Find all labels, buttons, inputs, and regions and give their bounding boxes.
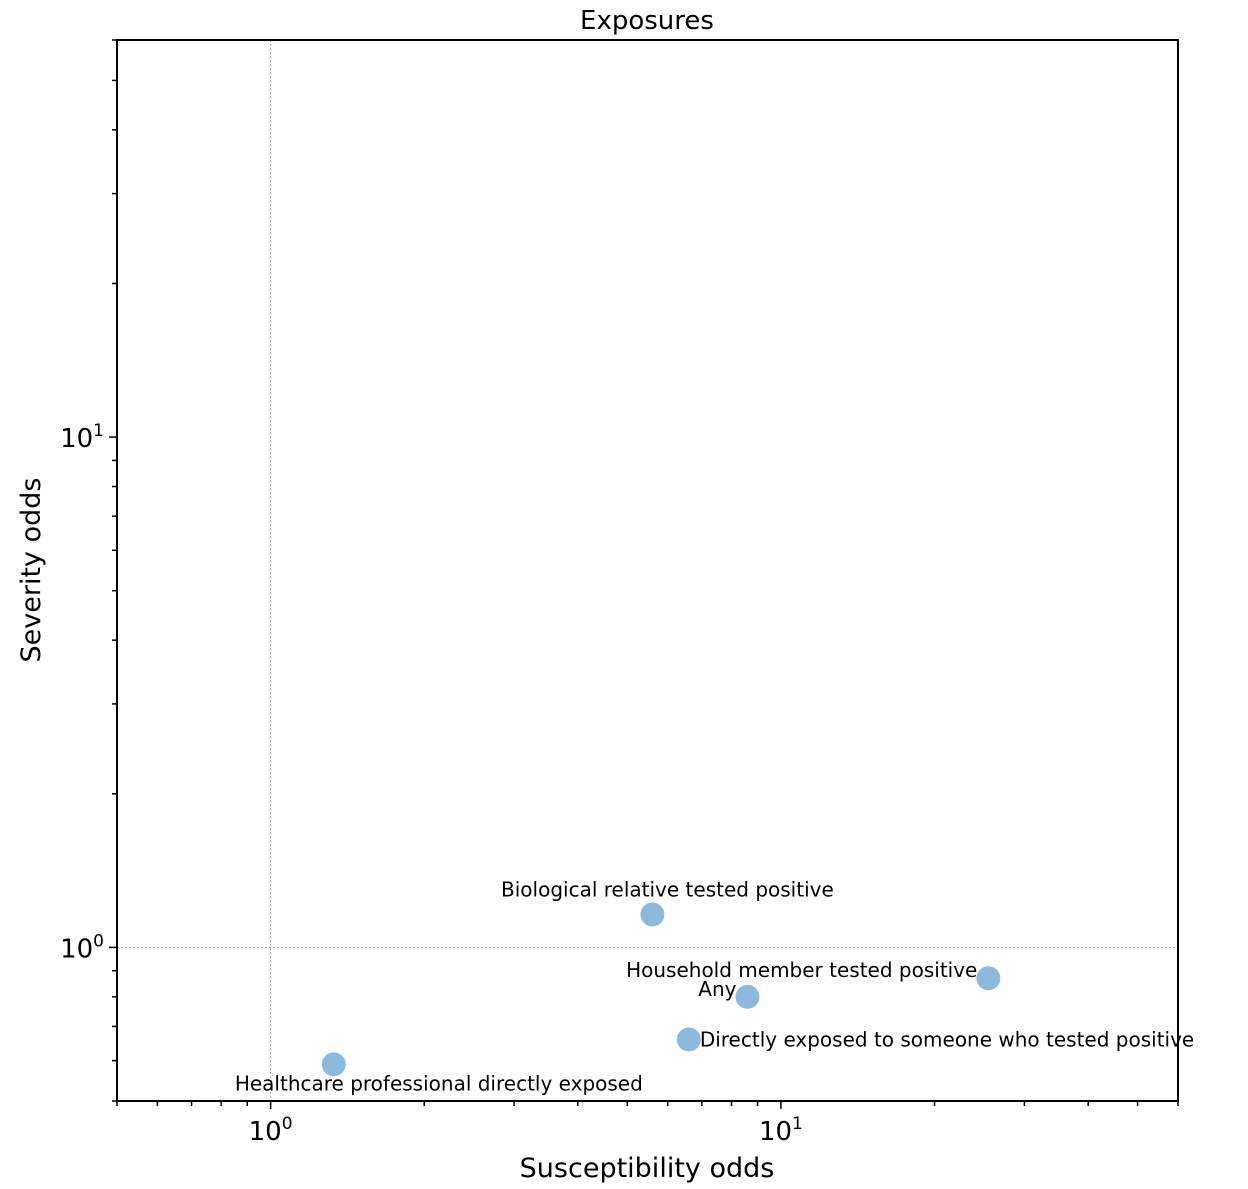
- data-point: [321, 1052, 346, 1077]
- data-point: [676, 1027, 701, 1052]
- point-label: Directly exposed to someone who tested p…: [700, 1027, 1194, 1051]
- y-axis-label: Severity odds: [16, 478, 47, 663]
- reference-lines: [117, 40, 1178, 1101]
- data-point: [976, 966, 1001, 991]
- ticks-layer: 100 101 100 101: [60, 39, 1179, 1147]
- plot-frame: [116, 39, 1179, 1102]
- data-point: [640, 902, 665, 927]
- points-layer: Biological relative tested positive House…: [235, 877, 1194, 1095]
- x-axis-label: Susceptibility odds: [520, 1153, 775, 1184]
- point-label: Biological relative tested positive: [501, 877, 834, 901]
- data-point: [735, 984, 760, 1009]
- point-label: Healthcare professional directly exposed: [235, 1071, 643, 1095]
- x-tick-label: 100: [249, 1114, 293, 1147]
- x-tick-label: 101: [759, 1114, 803, 1147]
- point-label: Household member tested positive: [626, 958, 977, 982]
- chart-title: Exposures: [580, 6, 714, 36]
- y-tick-label: 101: [60, 421, 104, 454]
- y-tick-label: 100: [60, 931, 104, 964]
- point-label: Any: [698, 977, 736, 1001]
